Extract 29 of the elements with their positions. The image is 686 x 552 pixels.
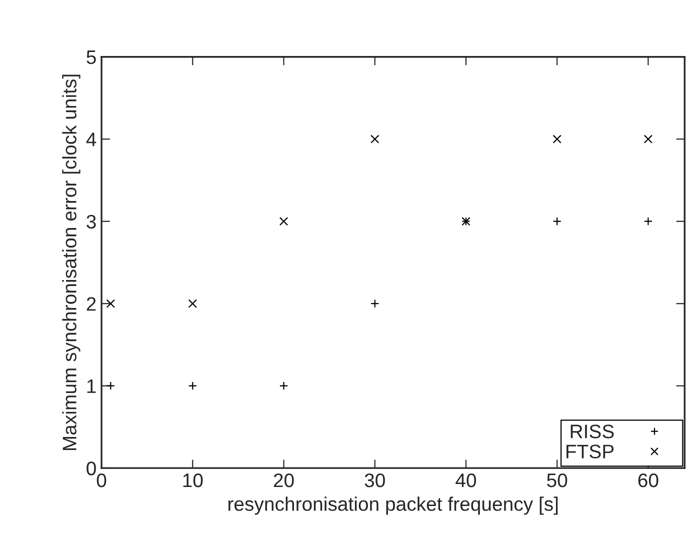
point [644,134,653,144]
x-tick-label: 20 [274,473,294,488]
y-tick-label: 0 [86,462,96,476]
x-tick-label: 50 [547,473,568,488]
point [106,381,115,390]
x-tick-label: 0 [96,473,106,488]
point [279,216,288,226]
legend-label: FTSP [566,444,614,458]
point [370,134,380,144]
y-tick-label: 5 [86,50,96,64]
point [188,381,197,390]
legend-label: RISS [570,424,614,438]
x-tick-label: 30 [364,473,385,488]
y-tick-label: 1 [87,380,96,393]
x-axis-title: resynchronisation packet frequency [s] [228,496,558,515]
y-axis-title: Maximum synchronisation error [clock units] [62,74,80,450]
x-tick-label: 40 [456,473,476,488]
point [279,381,288,390]
y-tick-label: 3 [86,214,96,229]
x-tick-label: 10 [183,473,203,488]
x-tick-label: 60 [638,473,658,488]
point [106,299,115,308]
point [552,134,562,144]
point [370,299,380,308]
point [552,216,562,226]
y-tick-label: 2 [86,297,96,311]
point [188,299,197,308]
y-tick-label: 4 [86,132,96,146]
point [644,216,653,226]
